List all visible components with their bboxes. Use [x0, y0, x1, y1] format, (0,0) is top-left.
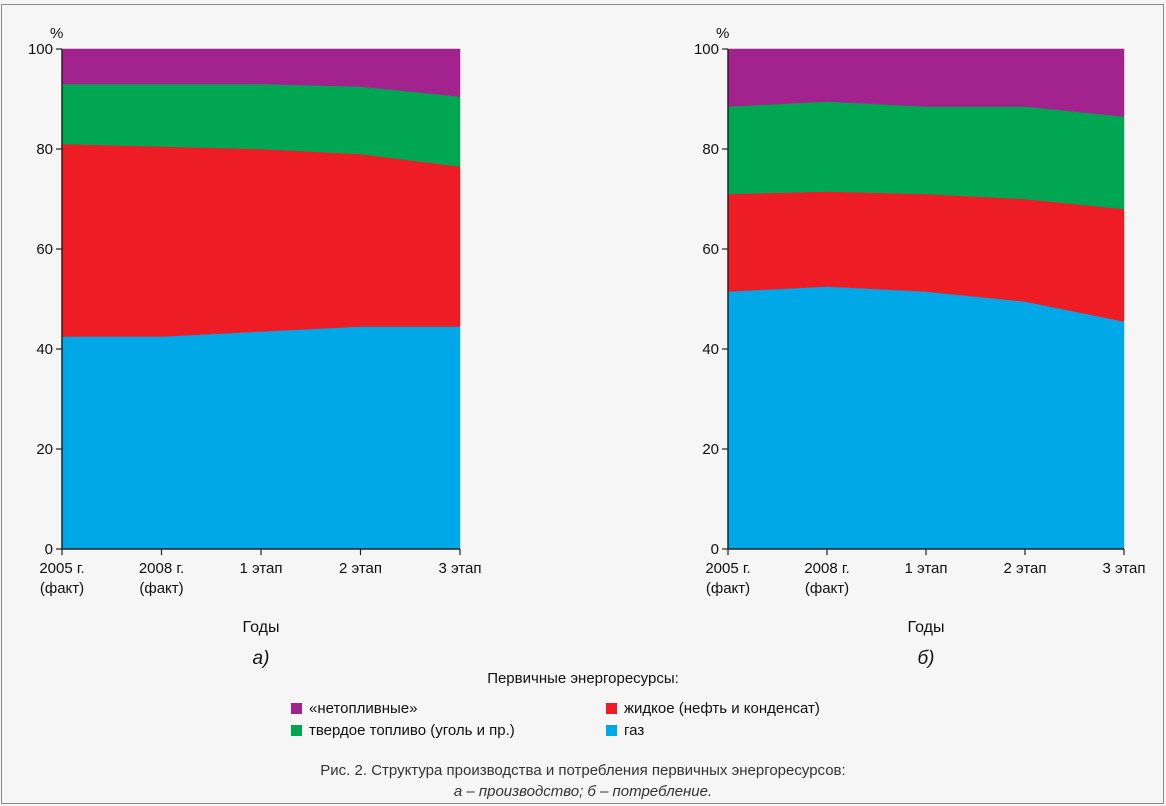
series-area-4 — [61, 48, 461, 97]
y-tick-label: 60 — [36, 241, 53, 258]
x-tick-label: 2008 г. (факт) — [804, 560, 849, 597]
y-tick-label: 80 — [702, 141, 719, 158]
legend-title: Первичные энергоресурсы: — [487, 670, 679, 687]
series-area-1 — [61, 326, 461, 550]
legend-swatch-solid — [291, 725, 302, 736]
y-tick-label: 80 — [36, 141, 53, 158]
caption-line-2: а – производство; б – потребление. — [453, 783, 713, 800]
y-tick-label: 0 — [711, 541, 719, 558]
x-tick-label-line: 3 этап — [438, 560, 481, 577]
y-tick-label: 0 — [45, 541, 53, 558]
legend-swatch-gas — [606, 725, 617, 736]
series-area-2 — [61, 143, 461, 337]
legend-label-solid: твердое топливо (уголь и пр.) — [309, 722, 515, 739]
y-tick-label: 40 — [702, 341, 719, 358]
x-tick-label: 3 этап — [438, 560, 481, 577]
x-tick-label-line: 1 этап — [904, 560, 947, 577]
y-tick-label: 20 — [36, 441, 53, 458]
x-tick-label: 3 этап — [1102, 560, 1145, 577]
x-axis-title: Годы — [908, 619, 945, 636]
legend-item-gas: газ — [606, 722, 644, 739]
caption-line-1: Рис. 2. Структура производства и потребл… — [320, 762, 846, 779]
x-tick-label: 2005 г. (факт) — [39, 560, 84, 597]
x-axis-title: Годы — [243, 619, 280, 636]
legend-item-solid: твердое топливо (уголь и пр.) — [291, 722, 515, 739]
legend-swatch-liquid — [606, 703, 617, 714]
x-tick-label-line: 2005 г. — [705, 560, 750, 577]
y-tick-label: 40 — [36, 341, 53, 358]
figure-caption: Рис. 2. Структура производства и потребл… — [0, 760, 1166, 802]
panel-label: а) — [253, 648, 270, 669]
x-tick-label-line: 1 этап — [239, 560, 282, 577]
chart-panel-2: 0 20 40 60 80 100% 2005 г. (факт) 2008 г. (факт) 1… — [694, 25, 1146, 669]
series-area-4 — [727, 48, 1125, 117]
x-tick-label-line: 3 этап — [1102, 560, 1145, 577]
legend-label-non-fuel: «нетопливные» — [309, 700, 418, 717]
x-tick-label: 1 этап — [904, 560, 947, 577]
x-tick-label-line: (факт) — [706, 580, 750, 597]
panel-label: б) — [917, 648, 934, 669]
x-tick-label-line: 2 этап — [339, 560, 382, 577]
y-tick-label: 20 — [702, 441, 719, 458]
series-area-1 — [727, 286, 1125, 550]
x-tick-label-line: 2008 г. — [139, 560, 184, 577]
x-tick-label-line: (факт) — [40, 580, 84, 597]
x-tick-label: 2 этап — [1003, 560, 1046, 577]
x-tick-label-line: (факт) — [139, 580, 183, 597]
y-tick-label: 100 — [28, 41, 53, 58]
y-unit-label: % — [50, 25, 63, 42]
x-tick-label: 2008 г. (факт) — [139, 560, 184, 597]
legend-label-gas: газ — [624, 722, 645, 739]
y-unit-label: % — [716, 25, 729, 42]
x-tick-label: 1 этап — [239, 560, 282, 577]
x-tick-label: 2005 г. (факт) — [705, 560, 750, 597]
legend-item-liquid: жидкое (нефть и конденсат) — [606, 700, 820, 717]
chart-panel-1: 0 20 40 60 80 100% 2005 г. (факт) 2008 г. (факт) 1… — [28, 25, 482, 669]
y-tick-label: 60 — [702, 241, 719, 258]
x-tick-label-line: 2 этап — [1003, 560, 1046, 577]
y-tick-label: 100 — [694, 41, 719, 58]
x-tick-label-line: 2008 г. — [804, 560, 849, 577]
legend-label-liquid: жидкое (нефть и конденсат) — [624, 700, 820, 717]
x-tick-label: 2 этап — [339, 560, 382, 577]
x-tick-label-line: 2005 г. — [39, 560, 84, 577]
figure-frame — [1, 4, 1164, 804]
legend-item-non-fuel: «нетопливные» — [291, 700, 418, 717]
x-tick-label-line: (факт) — [805, 580, 849, 597]
legend-swatch-non-fuel — [291, 703, 302, 714]
